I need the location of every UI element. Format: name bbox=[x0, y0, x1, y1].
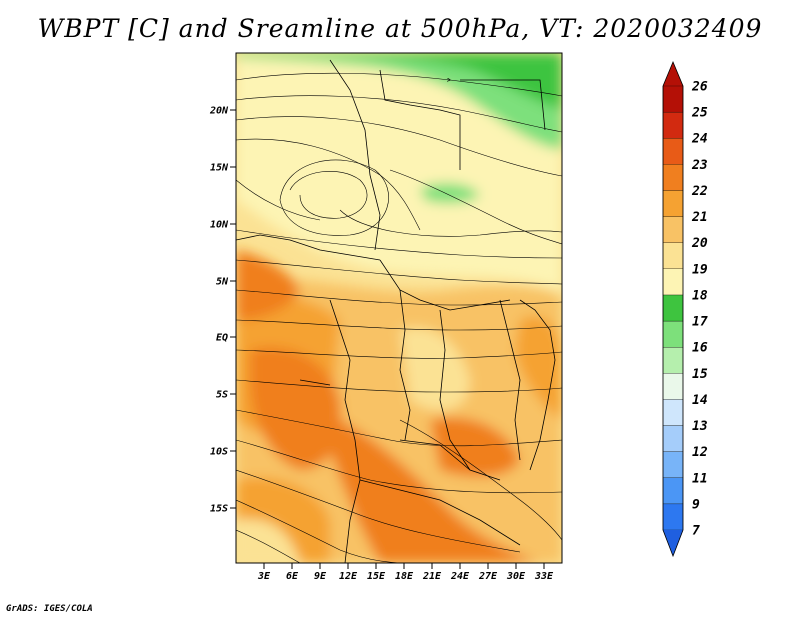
colorbar-segment bbox=[662, 294, 684, 322]
colorbar-label: 21 bbox=[691, 210, 708, 225]
colorbar-label: 24 bbox=[691, 132, 708, 147]
y-tick-label: 20N bbox=[209, 106, 229, 117]
x-tick-label: 3E bbox=[257, 571, 271, 582]
y-tick-label: 10S bbox=[210, 447, 228, 458]
colorbar-label: 12 bbox=[692, 445, 708, 460]
colorbar-segment bbox=[662, 268, 684, 296]
colorbar-label: 23 bbox=[691, 158, 708, 173]
x-tick-label: 30E bbox=[506, 571, 526, 582]
x-tick-label: 12E bbox=[339, 571, 358, 582]
colorbar-label: 22 bbox=[691, 184, 708, 199]
colorbar-segment bbox=[662, 503, 684, 531]
x-tick-label: 24E bbox=[450, 571, 470, 582]
colorbar-segment bbox=[662, 85, 684, 113]
colorbar-segment bbox=[662, 190, 684, 217]
y-tick-label: 15N bbox=[210, 163, 229, 174]
map-frame bbox=[235, 52, 563, 564]
y-tick-label: 10N bbox=[210, 220, 229, 231]
y-tick-label: EQ bbox=[216, 333, 228, 344]
colorbar-label: 13 bbox=[692, 419, 708, 434]
x-axis: 3E 6E 9E 12E 15E 18E 21E 24E 27E 30E 33E bbox=[257, 563, 554, 582]
colorbar-segment bbox=[662, 242, 684, 269]
colorbar-label: 19 bbox=[692, 262, 708, 277]
x-tick-label: 18E bbox=[395, 571, 414, 582]
colorbar-label: 9 bbox=[692, 497, 700, 512]
colorbar-segment bbox=[662, 216, 684, 243]
colorbar-segment bbox=[662, 399, 684, 426]
y-tick-label: 5N bbox=[216, 277, 229, 288]
x-tick-label: 15E bbox=[367, 571, 386, 582]
colorbar-label: 14 bbox=[692, 393, 708, 408]
wbpt-field bbox=[236, 53, 562, 563]
country-borders bbox=[236, 59, 556, 563]
colorbar-top-triangle bbox=[663, 62, 683, 86]
credit-text: GrADS: IGES/COLA bbox=[6, 604, 93, 614]
colorbar: 7 9 11 12 13 14 15 16 17 18 19 20 21 22 23 24 25 26 bbox=[662, 60, 708, 558]
y-tick-label: 5S bbox=[216, 390, 228, 401]
colorbar-segment bbox=[662, 138, 684, 165]
x-tick-label: 6E bbox=[286, 571, 299, 582]
colorbar-segment bbox=[662, 164, 684, 191]
colorbar-label: 15 bbox=[692, 367, 708, 382]
x-tick-label: 33E bbox=[534, 571, 554, 582]
colorbar-label: 7 bbox=[692, 524, 700, 539]
chart-title: WBPT [C] and Sreamline at 500hPa, VT: 20… bbox=[37, 14, 763, 43]
colorbar-segment bbox=[662, 477, 684, 505]
colorbar-bottom-triangle bbox=[663, 530, 683, 556]
colorbar-label: 26 bbox=[691, 80, 708, 95]
x-tick-label: 21E bbox=[422, 571, 442, 582]
x-tick-label: 27E bbox=[478, 571, 498, 582]
colorbar-segment bbox=[662, 111, 684, 139]
x-tick-label: 9E bbox=[314, 571, 327, 582]
colorbar-segment bbox=[662, 451, 684, 478]
colorbar-label: 17 bbox=[692, 315, 708, 330]
colorbar-label: 20 bbox=[691, 236, 708, 251]
colorbar-segment bbox=[662, 347, 684, 374]
colorbar-segment bbox=[662, 425, 684, 452]
colorbar-label: 25 bbox=[691, 106, 708, 121]
colorbar-segment bbox=[662, 373, 684, 400]
colorbar-segment bbox=[662, 320, 684, 348]
colorbar-label: 16 bbox=[692, 341, 708, 356]
y-axis: 20N 15N 10N 5N EQ 5S 10S 15S bbox=[209, 106, 236, 515]
y-tick-label: 15S bbox=[210, 504, 228, 515]
colorbar-label: 11 bbox=[692, 471, 708, 486]
colorbar-label: 18 bbox=[692, 288, 708, 303]
